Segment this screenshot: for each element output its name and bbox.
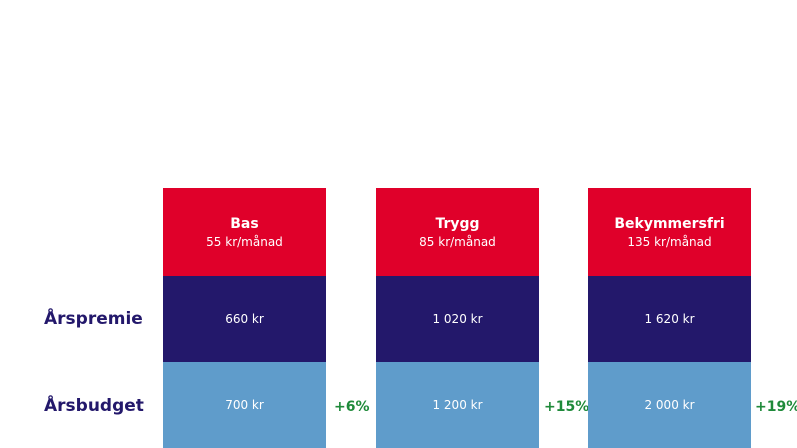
plan-monthly-price: 55 kr/månad: [206, 235, 283, 249]
plan-annual-premium: 660 kr: [163, 276, 326, 362]
row-label-premium: Årspremie: [44, 309, 143, 329]
plan-header: Bekymmersfri 135 kr/månad: [588, 188, 751, 276]
row-label-budget: Årsbudget: [44, 396, 144, 416]
plan-name: Trygg: [435, 216, 480, 232]
plan-monthly-price: 85 kr/månad: [419, 235, 496, 249]
plan-annual-premium: 1 620 kr: [588, 276, 751, 362]
plan-card-bas: Bas 55 kr/månad 660 kr 700 kr: [163, 188, 326, 448]
plan-card-trygg: Trygg 85 kr/månad 1 020 kr 1 200 kr: [376, 188, 539, 448]
plan-annual-premium: 1 020 kr: [376, 276, 539, 362]
plan-annual-budget: 700 kr: [163, 362, 326, 448]
plan-card-bekymmersfri: Bekymmersfri 135 kr/månad 1 620 kr 2 000…: [588, 188, 751, 448]
plan-annual-budget: 2 000 kr: [588, 362, 751, 448]
plan-increase-bas: +6%: [334, 399, 370, 415]
plan-increase-trygg: +15%: [544, 399, 590, 415]
plan-header: Bas 55 kr/månad: [163, 188, 326, 276]
plan-name: Bekymmersfri: [614, 216, 725, 232]
plan-header: Trygg 85 kr/månad: [376, 188, 539, 276]
plan-monthly-price: 135 kr/månad: [627, 235, 712, 249]
plan-annual-budget: 1 200 kr: [376, 362, 539, 448]
plan-name: Bas: [230, 216, 259, 232]
plan-increase-bekymmersfri: +19%: [755, 399, 797, 415]
